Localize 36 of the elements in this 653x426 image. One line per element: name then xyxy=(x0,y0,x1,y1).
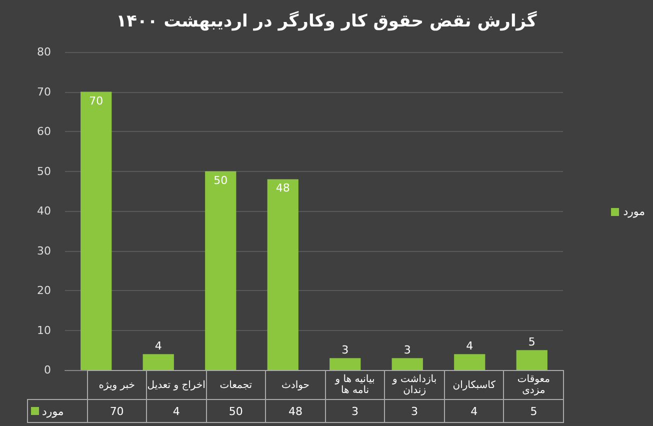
x-tick-label: کاسبکاران xyxy=(444,370,504,400)
data-label: 48 xyxy=(266,400,326,422)
y-tick-label: 40 xyxy=(37,204,51,218)
y-tick-label: 20 xyxy=(37,284,51,297)
legend-label: مورد xyxy=(623,205,645,218)
x-tick-label: بازداشت و زندان xyxy=(384,370,444,400)
x-tick-label: بیانیه ها و نامه ها xyxy=(325,370,385,400)
annotation: 3 xyxy=(404,344,411,357)
data-label: 4 xyxy=(444,400,504,422)
x-tick-label: حوادث xyxy=(266,370,326,400)
data-label: 4 xyxy=(146,400,206,422)
y-tick-label: 70 xyxy=(37,85,51,98)
y-tick-label: 60 xyxy=(37,125,51,138)
annotation: 70 xyxy=(89,94,104,108)
x-tick-label: خبر ویژه xyxy=(87,370,147,400)
data-label: 3 xyxy=(325,400,385,422)
y-tick-label: 80 xyxy=(37,46,51,58)
y-tick-label: 0 xyxy=(44,364,51,376)
chart-title: گزارش نقض حقوق کار وکارگر در اردیبهشت ۱۴۰۰ xyxy=(116,10,537,32)
x-tick-label: معوقات مزدی xyxy=(504,370,564,400)
y-tick-label: 10 xyxy=(37,324,51,337)
y-tick-label: 50 xyxy=(37,164,51,178)
annotation: 4 xyxy=(466,340,474,353)
data-label: 3 xyxy=(384,400,444,422)
y-tick-label: 30 xyxy=(37,244,51,258)
annotation: 5 xyxy=(528,336,536,349)
annotation: 50 xyxy=(214,174,228,187)
data-label: 70 xyxy=(87,400,147,422)
annotation: 48 xyxy=(276,182,290,195)
text: مورد xyxy=(42,404,64,418)
data-label: 5 xyxy=(504,400,564,422)
data-label: 50 xyxy=(206,400,266,422)
annotation: 3 xyxy=(342,344,349,357)
x-tick-label: اخراج و تعدیل xyxy=(146,370,206,400)
annotation: 4 xyxy=(154,340,162,353)
x-tick-label: تجمعات xyxy=(206,370,266,400)
